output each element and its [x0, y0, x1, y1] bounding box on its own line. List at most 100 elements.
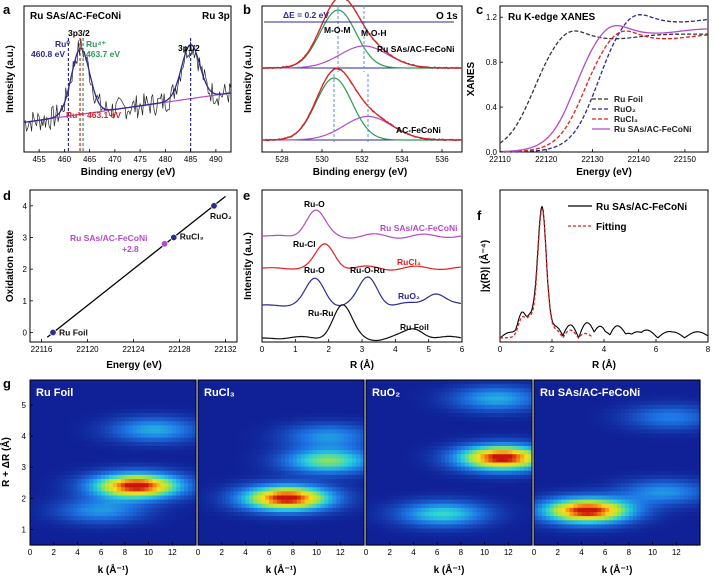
wavelet-cell [85, 479, 90, 484]
annotation-delta-e: ΔE = 0.2 eV [283, 10, 329, 20]
wavelet-cell [257, 516, 262, 521]
wavelet-cell [281, 380, 286, 385]
wavelet-cell [265, 512, 270, 517]
wavelet-cell [209, 384, 215, 389]
wavelet-cell [184, 491, 189, 497]
wavelet-cell [496, 450, 501, 455]
wavelet-cell [156, 540, 162, 546]
wavelet-cell [328, 487, 333, 492]
wavelet-cell [488, 396, 494, 402]
wavelet-cell [480, 499, 486, 505]
wavelet-cell [148, 441, 154, 447]
wavelet-cell [53, 404, 59, 410]
wavelet-cell [105, 540, 110, 546]
wavelet-cell [389, 479, 395, 484]
wavelet-cell [237, 466, 243, 472]
wavelet-cell [140, 503, 146, 509]
wavelet-cell [53, 474, 59, 480]
wavelet-cell [37, 450, 43, 455]
wavelet-cell [292, 474, 298, 480]
wavelet-cell [57, 479, 63, 484]
wavelet-cell [292, 425, 298, 431]
wavelet-cell [300, 384, 306, 389]
wavelet-cell [164, 446, 169, 451]
wavelet-cell [452, 512, 458, 517]
wavelet-cell [373, 458, 379, 464]
wavelet-cell [168, 479, 173, 484]
wavelet-cell [188, 400, 193, 406]
wavelet-cell [233, 454, 239, 459]
wavelet-cell [340, 425, 345, 431]
wavelet-cell [369, 450, 375, 455]
wavelet-cell [433, 516, 438, 521]
wavelet-frame-0 [29, 379, 197, 546]
wavelet-cell [464, 388, 470, 393]
wavelet-cell [377, 503, 383, 509]
wavelet-cell [520, 487, 525, 492]
wavelet-cell [316, 499, 322, 505]
wavelet-cell [356, 516, 361, 521]
wavelet-cell [340, 458, 345, 464]
wavelet-cell [332, 408, 337, 414]
wavelet-cell [472, 388, 478, 393]
annotation-bottom-sample: AC-FeCoNi [396, 125, 441, 135]
wavelet-cell [245, 503, 250, 509]
wavelet-cell [344, 540, 349, 546]
wavelet-cell [69, 503, 75, 509]
wavelet-cell [172, 413, 177, 418]
panel-a-title: Ru SAs/AC-FeCoNi [30, 11, 121, 22]
wavelet-cell [352, 421, 357, 426]
wavelet-cell [460, 499, 466, 505]
wavelet-cell [168, 524, 173, 530]
wavelet-cell [377, 396, 383, 402]
wavelet-cell [393, 483, 399, 488]
wavelet-cell [389, 454, 395, 459]
wavelet-cell [53, 433, 59, 439]
wavelet-cell [132, 520, 138, 525]
wavelet-cell [85, 437, 90, 443]
wavelet-cell [452, 400, 458, 406]
wavelet-cell [105, 441, 110, 447]
panel-c-ticklabel-1: 22120 [535, 155, 558, 164]
wavelet-cell [433, 466, 438, 472]
wavelet-cell [488, 388, 494, 393]
wavelet-cell [324, 512, 330, 517]
wavelet-cell [184, 462, 189, 468]
wavelet-cell [97, 466, 102, 472]
wavelet-cell [257, 388, 262, 393]
wavelet-cell [213, 503, 219, 509]
wavelet-cell [524, 421, 529, 426]
wavelet-cell [332, 425, 337, 431]
wavelet-cell [360, 532, 365, 538]
wavelet-cell [344, 392, 349, 398]
wavelet-cell [188, 408, 193, 414]
wavelet-cell [269, 425, 274, 431]
wavelet-cell [308, 524, 314, 530]
wavelet-cell [148, 487, 154, 492]
wavelet-cell [336, 495, 341, 501]
wavelet-cell [356, 433, 361, 439]
wavelet-cell [492, 491, 498, 497]
wavelet-cell [180, 396, 185, 402]
wavelet-cell [93, 462, 98, 468]
wavelet-cell [296, 425, 302, 431]
wavelet-cell [413, 392, 418, 398]
wavelet-cell [97, 417, 102, 422]
wavelet-cell [433, 454, 438, 459]
panel-d-ticklabel-4: 22132 [214, 345, 237, 354]
wavelet-cell [292, 528, 298, 534]
wavelet-cell [124, 408, 130, 414]
wavelet-cell [37, 413, 43, 418]
wavelet-cell [53, 437, 59, 443]
wavelet-cell [437, 462, 442, 468]
wavelet-cell [241, 507, 247, 513]
wavelet-cell [405, 408, 411, 414]
wavelet-cell [172, 396, 177, 402]
wavelet-cell [198, 384, 203, 389]
wavelet-cell [524, 400, 529, 406]
wavelet-cell [116, 532, 122, 538]
wavelet-cell [373, 487, 379, 492]
wavelet-cell [269, 503, 274, 509]
wavelet-cell [105, 425, 110, 431]
